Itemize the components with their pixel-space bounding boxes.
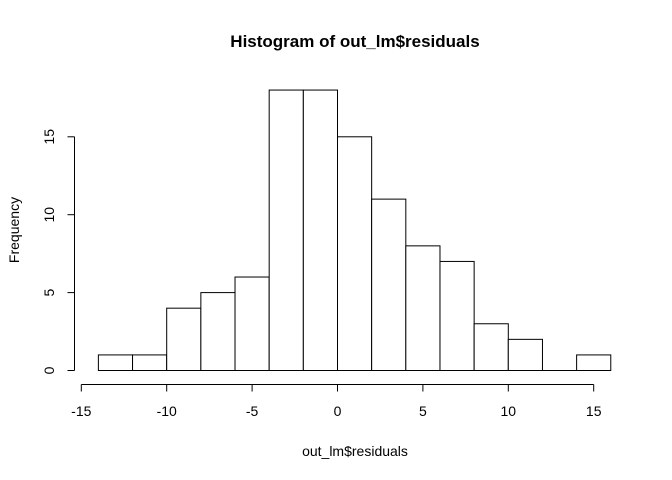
x-tick-label: 15 [586,403,602,419]
histogram-bar [439,260,475,371]
y-axis-label: Frequency [6,197,22,263]
histogram-bar [473,323,509,372]
bars-group [97,89,612,372]
histogram-bar [97,354,134,372]
y-tick-label: 0 [41,366,57,374]
histogram-bar [576,354,612,372]
x-tick-label: -15 [71,403,91,419]
y-tick-label: 15 [41,129,57,145]
y-axis: 0 5 10 15 [41,129,75,374]
x-tick-label: -10 [157,403,177,419]
x-tick-label: 0 [334,403,342,419]
histogram-bar [234,276,270,371]
x-tick-label: 10 [501,403,517,419]
chart-title: Histogram of out_lm$residuals [230,32,479,51]
histogram-bar [302,89,338,371]
histogram-bar [132,354,168,372]
x-tick-label: 5 [419,403,427,419]
x-axis-label: out_lm$residuals [302,443,408,459]
histogram-bar [200,292,236,372]
histogram-bar [268,89,304,371]
histogram-bar [507,338,543,371]
histogram-bar [405,245,441,371]
histogram-bar [337,136,373,371]
x-tick-label: -5 [246,403,259,419]
y-tick-label: 10 [41,207,57,223]
x-axis: -15 -10 -5 0 5 10 15 [71,384,602,419]
histogram-bar [371,198,407,371]
histogram-bar [166,307,202,371]
y-tick-label: 5 [41,288,57,296]
